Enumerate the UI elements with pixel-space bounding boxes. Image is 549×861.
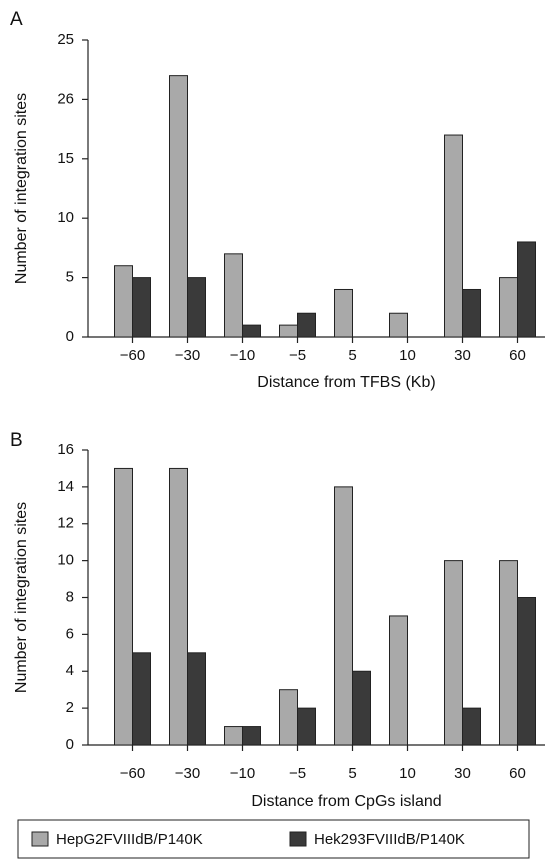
bar: [242, 324, 261, 338]
bar: [462, 288, 481, 338]
y-axis-label: Number of integration sites: [13, 93, 30, 284]
bar: [297, 312, 316, 338]
bar: [279, 689, 298, 746]
x-axis-label: Distance from CpGs island: [251, 793, 441, 810]
bar: [389, 312, 408, 338]
x-tick-label: 10: [399, 765, 416, 782]
y-tick-label: 14: [57, 478, 74, 495]
bar: [297, 707, 316, 746]
y-tick-label: 12: [57, 515, 74, 532]
x-tick-label: 60: [509, 347, 526, 364]
bar: [224, 726, 243, 746]
panel-label: A: [10, 9, 23, 30]
x-tick-label: −5: [289, 765, 306, 782]
legend-swatch: [31, 831, 49, 847]
bar: [187, 277, 206, 338]
bar: [169, 75, 188, 338]
x-axis-label: Distance from TFBS (Kb): [257, 374, 435, 391]
x-tick-label: −60: [120, 765, 145, 782]
y-tick-label: 26: [57, 90, 74, 107]
bar: [517, 597, 536, 746]
legend-label: Hek293FVIIIdB/P140K: [314, 831, 465, 848]
y-tick-label: 16: [57, 441, 74, 458]
x-tick-label: −30: [175, 765, 200, 782]
bar: [132, 652, 151, 746]
bar: [114, 467, 133, 746]
bar: [279, 324, 298, 338]
x-tick-label: 10: [399, 347, 416, 364]
x-tick-label: 60: [509, 765, 526, 782]
panel-label: B: [10, 430, 23, 451]
x-tick-label: 30: [454, 347, 471, 364]
legend-label: HepG2FVIIIdB/P140K: [56, 831, 203, 848]
y-tick-label: 15: [57, 150, 74, 167]
bar: [187, 652, 206, 746]
y-tick-label: 2: [66, 699, 74, 716]
x-tick-label: 30: [454, 765, 471, 782]
legend-swatch: [289, 831, 307, 847]
y-tick-label: 25: [57, 31, 74, 48]
y-tick-label: 10: [57, 552, 74, 569]
bar: [334, 486, 353, 746]
x-tick-label: −10: [230, 765, 255, 782]
bar: [169, 467, 188, 746]
x-tick-label: −5: [289, 347, 306, 364]
bar: [499, 560, 518, 746]
y-tick-label: 8: [66, 588, 74, 605]
bar: [334, 288, 353, 338]
x-tick-label: 5: [348, 765, 356, 782]
bar: [352, 670, 371, 746]
y-tick-label: 6: [66, 625, 74, 642]
bar: [132, 277, 151, 338]
x-tick-label: 5: [348, 347, 356, 364]
bar: [389, 615, 408, 746]
legend-box: [17, 819, 530, 859]
x-tick-label: −30: [175, 347, 200, 364]
bar: [444, 134, 463, 338]
bar: [242, 726, 261, 746]
x-tick-label: −60: [120, 347, 145, 364]
x-tick-label: −10: [230, 347, 255, 364]
bar: [517, 241, 536, 338]
bar: [444, 560, 463, 746]
y-axis-label: Number of integration sites: [13, 502, 30, 693]
bar: [114, 265, 133, 338]
bar: [462, 707, 481, 746]
y-tick-label: 0: [66, 736, 74, 753]
bar: [224, 253, 243, 338]
y-tick-label: 4: [66, 662, 74, 679]
y-tick-label: 10: [57, 209, 74, 226]
bar: [499, 277, 518, 338]
y-tick-label: 5: [66, 269, 74, 286]
y-tick-label: 0: [66, 328, 74, 345]
